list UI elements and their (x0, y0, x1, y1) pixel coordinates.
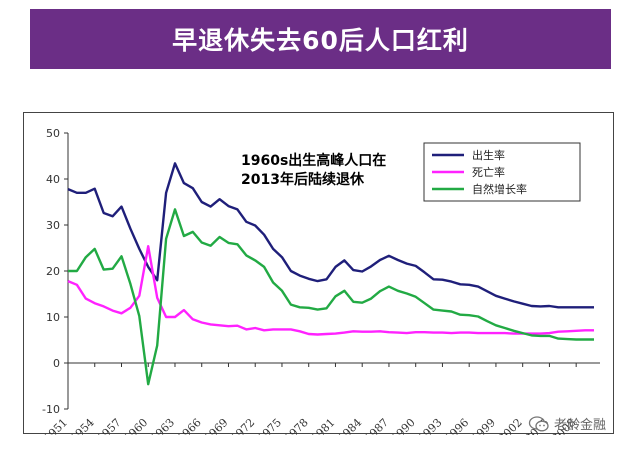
legend-label-natural: 自然增长率 (472, 182, 527, 196)
x-tick-label: 1987 (362, 416, 391, 435)
legend-label-death: 死亡率 (472, 165, 505, 179)
watermark: 老龄金融 (528, 414, 606, 433)
x-tick-label: 1981 (309, 416, 338, 435)
x-tick-label: 1954 (68, 416, 97, 435)
wechat-icon (528, 415, 549, 431)
page-title: 早退休失去60后人口红利 (172, 26, 469, 55)
series-line-birth (67, 162, 594, 309)
x-tick-label: 1996 (442, 416, 471, 435)
x-tick-label: 1990 (389, 416, 418, 435)
series-line-death (67, 244, 594, 336)
x-tick-label: 1951 (41, 416, 70, 435)
x-tick-label: 1993 (416, 416, 445, 435)
legend-label-birth: 出生率 (472, 148, 505, 162)
y-tick-label: 20 (46, 265, 60, 278)
x-tick-label: 1999 (469, 416, 498, 435)
x-tick-label: 1963 (148, 416, 177, 435)
x-tick-label: 1957 (95, 416, 124, 435)
y-tick-label: -10 (42, 403, 60, 416)
title-banner: 早退休失去60后人口红利 (30, 9, 611, 69)
watermark-text: 老龄金融 (554, 418, 607, 433)
y-tick-label: 10 (46, 311, 60, 324)
annotation-line-1: 1960s出生高峰人口在 (241, 152, 386, 169)
y-tick-label: 50 (46, 127, 60, 140)
x-tick-label: 1984 (335, 416, 364, 435)
x-tick-label: 1975 (255, 416, 284, 435)
y-tick-label: 30 (46, 219, 60, 232)
chart-frame: -10 0 10 20 30 40 50 1951 1954 1957 1960 1963 1966 19… (23, 112, 614, 435)
y-tick-label: 0 (53, 357, 60, 370)
y-tick-label: 40 (46, 173, 60, 186)
x-tick-label: 1978 (282, 416, 311, 435)
series-line-natural (68, 208, 594, 386)
annotation-line-2: 2013年后陆续退休 (241, 171, 365, 188)
x-tick-label: 2002 (496, 416, 525, 435)
line-chart: -100102030405019511954195719601963196619… (41, 127, 600, 435)
x-tick-label: 1960 (121, 416, 150, 435)
x-tick-label: 1966 (175, 416, 204, 435)
x-tick-label: 1972 (228, 416, 257, 435)
x-tick-label: 1969 (202, 416, 231, 435)
